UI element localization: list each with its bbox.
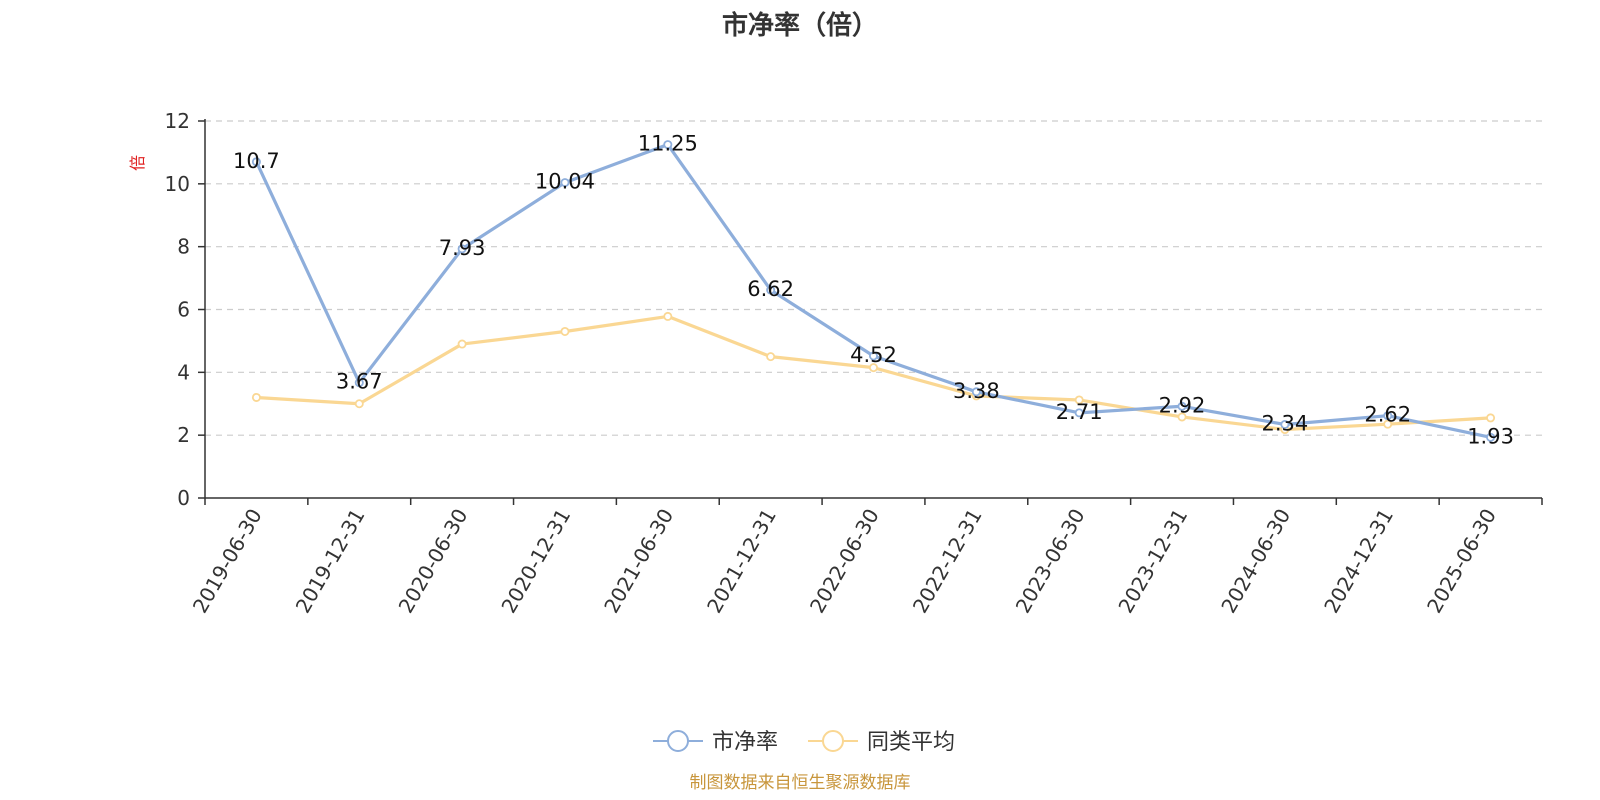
legend-swatch-marker bbox=[667, 730, 689, 752]
data-label: 3.67 bbox=[336, 370, 383, 394]
x-tick-label: 2021-12-31 bbox=[702, 505, 781, 618]
y-tick-label: 8 bbox=[177, 235, 190, 259]
x-tick-label: 2022-12-31 bbox=[908, 505, 987, 618]
legend: 市净率 同类平均 bbox=[653, 730, 955, 755]
data-point bbox=[1074, 395, 1084, 405]
data-label: 2.92 bbox=[1159, 393, 1206, 417]
x-tick-label: 2020-12-31 bbox=[496, 505, 575, 618]
data-label: 11.25 bbox=[638, 132, 698, 156]
x-tick-label: 2024-06-30 bbox=[1216, 505, 1295, 618]
data-label: 3.38 bbox=[953, 379, 1000, 403]
x-tick-label: 2023-12-31 bbox=[1113, 505, 1192, 618]
y-tick-label: 4 bbox=[177, 360, 190, 384]
x-tick-label: 2019-06-30 bbox=[188, 505, 267, 618]
y-tick-label: 6 bbox=[177, 298, 190, 322]
x-tick-label: 2021-06-30 bbox=[599, 505, 678, 618]
data-point bbox=[1486, 413, 1496, 423]
data-point bbox=[354, 378, 364, 388]
series-line-0 bbox=[254, 142, 1491, 439]
data-label: 2.34 bbox=[1262, 411, 1309, 435]
data-point bbox=[869, 363, 879, 373]
data-labels: 10.7 3.67 7.93 10.04 11.25 6.62 4.52 3.38 2.71 2.… bbox=[233, 132, 1514, 449]
data-label: 2.62 bbox=[1364, 403, 1411, 427]
data-point bbox=[1074, 408, 1084, 418]
legend-label: 市净率 bbox=[712, 730, 778, 755]
series-lines bbox=[251, 140, 1496, 442]
data-point bbox=[560, 326, 570, 336]
data-point bbox=[354, 399, 364, 409]
data-label: 6.62 bbox=[747, 277, 794, 301]
data-point bbox=[1177, 412, 1187, 422]
y-tick-label: 0 bbox=[177, 486, 190, 510]
data-point bbox=[251, 392, 261, 402]
data-point bbox=[869, 351, 879, 361]
data-label: 2.71 bbox=[1056, 400, 1103, 424]
data-point bbox=[766, 352, 776, 362]
data-point bbox=[560, 178, 570, 188]
y-tick-label: 10 bbox=[165, 172, 190, 196]
y-tick-label: 2 bbox=[177, 423, 190, 447]
x-tick-label: 2022-06-30 bbox=[805, 505, 884, 618]
x-tick-label: 2025-06-30 bbox=[1422, 505, 1501, 618]
data-point bbox=[457, 339, 467, 349]
data-label: 4.52 bbox=[850, 343, 897, 367]
legend-label: 同类平均 bbox=[867, 730, 955, 755]
data-point bbox=[766, 285, 776, 295]
data-point bbox=[663, 311, 673, 321]
data-point bbox=[1383, 411, 1393, 421]
x-tick-label: 2023-06-30 bbox=[1011, 505, 1090, 618]
data-label: 10.04 bbox=[535, 170, 595, 194]
data-point bbox=[971, 387, 981, 397]
data-point bbox=[457, 244, 467, 254]
chart-title: 市净率（倍） bbox=[722, 10, 878, 41]
y-tick-label: 12 bbox=[165, 109, 190, 133]
data-label: 1.93 bbox=[1467, 424, 1514, 448]
source-note: 制图数据来自恒生聚源数据库 bbox=[690, 773, 911, 793]
legend-swatch-marker bbox=[822, 730, 844, 752]
y-axis-unit-label: 倍 bbox=[128, 155, 147, 171]
data-point bbox=[1383, 419, 1393, 429]
data-label: 10.7 bbox=[233, 149, 280, 173]
data-point bbox=[251, 157, 261, 167]
data-point bbox=[663, 140, 673, 150]
data-point bbox=[1177, 401, 1187, 411]
data-point bbox=[1280, 419, 1290, 429]
x-tick-label: 2019-12-31 bbox=[291, 505, 370, 618]
grid-lines bbox=[205, 120, 1542, 436]
data-label: 7.93 bbox=[439, 236, 486, 260]
x-tick-label: 2024-12-31 bbox=[1319, 505, 1398, 618]
data-point bbox=[1486, 432, 1496, 442]
x-tick-label: 2020-06-30 bbox=[394, 504, 473, 617]
